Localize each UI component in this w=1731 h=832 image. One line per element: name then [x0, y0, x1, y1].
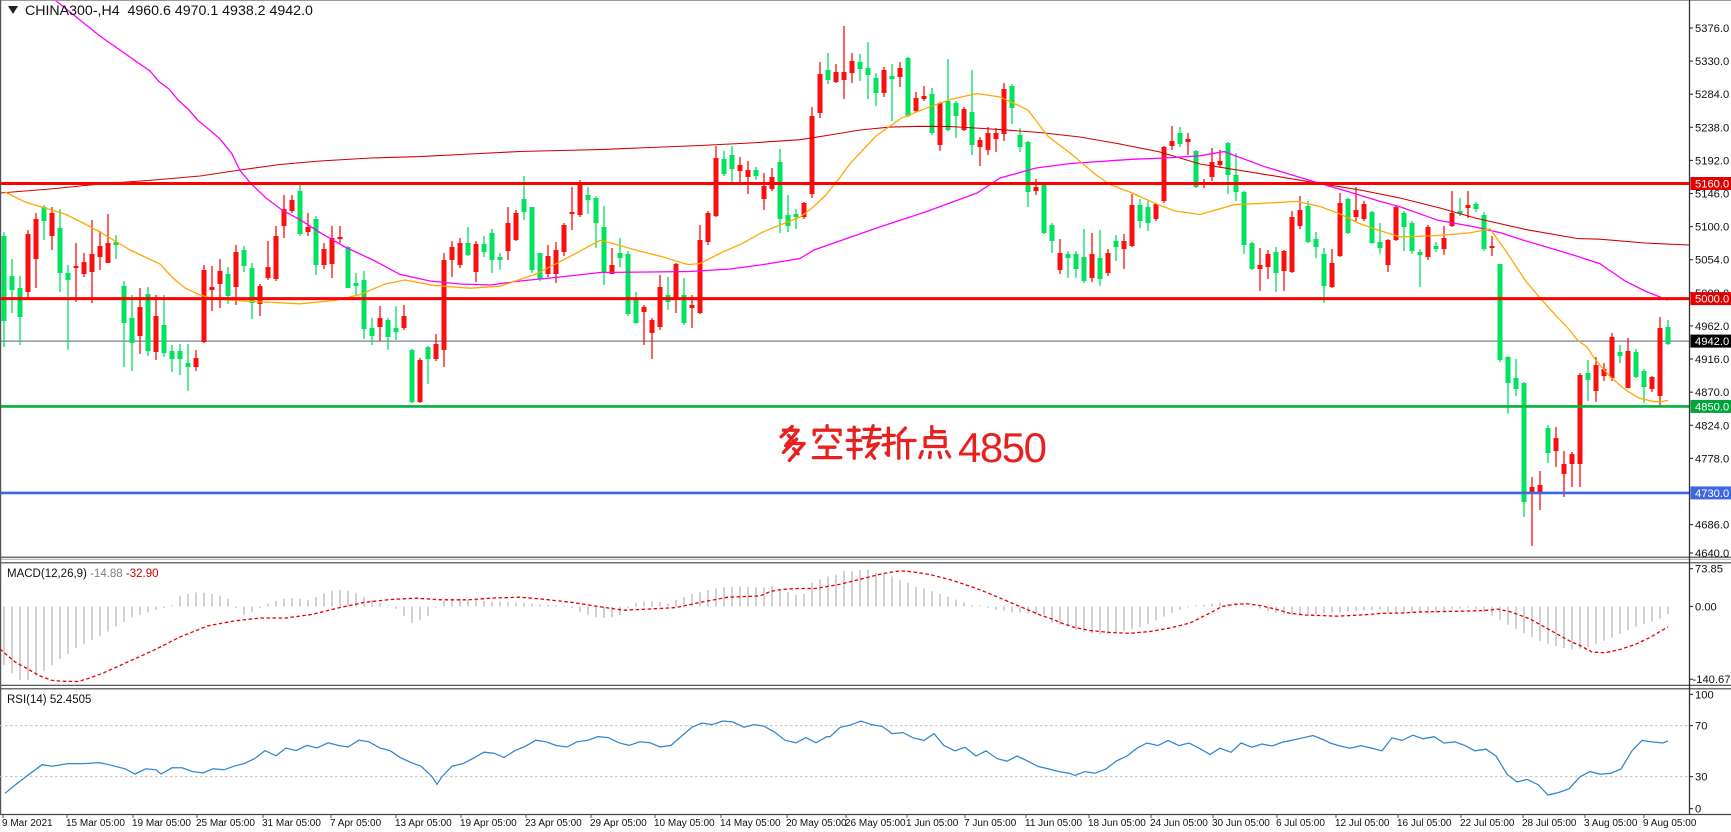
svg-text:5054.0: 5054.0: [1695, 255, 1729, 267]
svg-text:5376.0: 5376.0: [1695, 23, 1729, 35]
svg-text:14 May 05:00: 14 May 05:00: [720, 818, 781, 829]
svg-text:10 May 05:00: 10 May 05:00: [654, 818, 715, 829]
svg-text:73.85: 73.85: [1695, 564, 1723, 576]
svg-text:7 Apr 05:00: 7 Apr 05:00: [330, 818, 382, 829]
svg-text:5100.0: 5100.0: [1695, 222, 1729, 234]
svg-text:0: 0: [1695, 804, 1701, 816]
svg-text:16 Jul 05:00: 16 Jul 05:00: [1397, 818, 1452, 829]
svg-text:5330.0: 5330.0: [1695, 56, 1729, 68]
svg-text:20 May 05:00: 20 May 05:00: [786, 818, 847, 829]
svg-text:4870.0: 4870.0: [1695, 387, 1729, 399]
svg-text:CHINA300-,H4 4960.6 4970.1 49: CHINA300-,H4 4960.6 4970.1 4938.2 4942.0: [25, 3, 313, 19]
svg-text:4686.0: 4686.0: [1695, 520, 1729, 532]
svg-text:RSI(14) 52.4505: RSI(14) 52.4505: [7, 694, 91, 706]
svg-text:4962.0: 4962.0: [1695, 321, 1729, 333]
svg-text:100: 100: [1695, 689, 1714, 701]
svg-text:15 Mar 05:00: 15 Mar 05:00: [66, 818, 125, 829]
svg-text:-140.67: -140.67: [1693, 674, 1731, 686]
svg-text:30: 30: [1695, 772, 1707, 784]
svg-text:22 Jul 05:00: 22 Jul 05:00: [1460, 818, 1515, 829]
svg-text:19 Apr 05:00: 19 Apr 05:00: [460, 818, 517, 829]
svg-text:1 Jun 05:00: 1 Jun 05:00: [906, 818, 959, 829]
svg-text:70: 70: [1695, 721, 1707, 733]
svg-text:5284.0: 5284.0: [1695, 89, 1729, 101]
svg-text:9 Mar 2021: 9 Mar 2021: [2, 818, 53, 829]
svg-text:0.00: 0.00: [1695, 602, 1717, 614]
svg-text:5146.0: 5146.0: [1695, 189, 1729, 201]
svg-text:31 Mar 05:00: 31 Mar 05:00: [262, 818, 321, 829]
svg-text:5160.0: 5160.0: [1695, 179, 1729, 191]
svg-text:26 May 05:00: 26 May 05:00: [845, 818, 906, 829]
svg-text:25 Mar 05:00: 25 Mar 05:00: [196, 818, 255, 829]
svg-text:4778.0: 4778.0: [1695, 453, 1729, 465]
svg-text:4942.0: 4942.0: [1695, 336, 1729, 348]
svg-text:18 Jun 05:00: 18 Jun 05:00: [1088, 818, 1146, 829]
svg-text:4916.0: 4916.0: [1695, 354, 1729, 366]
svg-text:24 Jun 05:00: 24 Jun 05:00: [1150, 818, 1208, 829]
svg-text:MACD(12,26,9) -14.88 -32.90: MACD(12,26,9) -14.88 -32.90: [7, 568, 159, 580]
svg-text:4850.0: 4850.0: [1695, 401, 1729, 413]
svg-text:7 Jun 05:00: 7 Jun 05:00: [964, 818, 1017, 829]
svg-text:9 Aug 05:00: 9 Aug 05:00: [1643, 818, 1697, 829]
svg-text:6 Jul 05:00: 6 Jul 05:00: [1276, 818, 1325, 829]
svg-text:19 Mar 05:00: 19 Mar 05:00: [132, 818, 191, 829]
svg-text:4730.0: 4730.0: [1695, 488, 1729, 500]
svg-text:13 Apr 05:00: 13 Apr 05:00: [395, 818, 452, 829]
svg-text:12 Jul 05:00: 12 Jul 05:00: [1335, 818, 1390, 829]
svg-text:5000.0: 5000.0: [1695, 294, 1729, 306]
svg-text:5192.0: 5192.0: [1695, 155, 1729, 167]
svg-text:23 Apr 05:00: 23 Apr 05:00: [525, 818, 582, 829]
svg-text:30 Jun 05:00: 30 Jun 05:00: [1212, 818, 1270, 829]
svg-text:4640.0: 4640.0: [1695, 548, 1729, 560]
svg-text:29 Apr 05:00: 29 Apr 05:00: [590, 818, 647, 829]
svg-text:3 Aug 05:00: 3 Aug 05:00: [1584, 818, 1638, 829]
svg-text:11 Jun 05:00: 11 Jun 05:00: [1025, 818, 1083, 829]
svg-text:4824.0: 4824.0: [1695, 420, 1729, 432]
svg-text:28 Jul 05:00: 28 Jul 05:00: [1522, 818, 1577, 829]
svg-text:5238.0: 5238.0: [1695, 122, 1729, 134]
svg-text:4850: 4850: [958, 424, 1046, 471]
